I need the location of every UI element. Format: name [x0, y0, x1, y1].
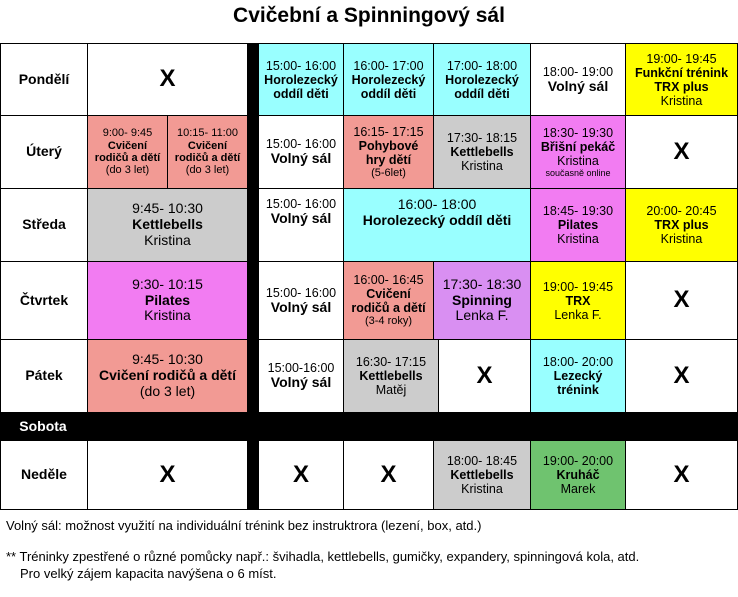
- class-cell: 18:45- 19:30 Pilates Kristina: [530, 188, 626, 262]
- class-cell: 20:00- 20:45 TRX plus Kristina: [625, 188, 738, 262]
- no-class-mark: X: [673, 460, 690, 488]
- class-cell: 9:30- 10:15 Pilates Kristina: [87, 261, 248, 340]
- class-cell: 9:00- 9:45 Cvičení rodičů a dětí (do 3 let): [87, 115, 168, 189]
- day-tuesday: Úterý: [0, 115, 88, 189]
- note-free-hall: Volný sál: možnost využití na individuál…: [6, 518, 482, 533]
- class-cell: 16:00- 18:00 Horolezecký oddíl děti: [343, 188, 531, 262]
- column-separator: [247, 43, 259, 412]
- class-cell: 17:30- 18:30 Spinning Lenka F.: [433, 261, 531, 340]
- class-cell: 15:00- 16:00 Volný sál: [258, 188, 344, 262]
- friday-empty: X: [438, 339, 531, 413]
- class-cell: 16:00- 16:45 Cvičení rodičů a dětí (3-4 rok…: [343, 261, 434, 340]
- no-class-mark: X: [292, 460, 309, 488]
- column-separator: [247, 440, 259, 510]
- class-cell: 15:00- 16:00 Horolezecký oddíl děti: [258, 43, 344, 116]
- sunday-empty: X: [258, 440, 344, 510]
- no-class-mark: X: [380, 460, 397, 488]
- no-class-mark: X: [159, 460, 176, 488]
- class-cell: 19:00- 19:45 Funkční trénink TRX plus Krist…: [625, 43, 738, 116]
- thursday-evening-empty: X: [625, 261, 738, 340]
- no-class-mark: X: [673, 286, 690, 314]
- saturday-band: [0, 412, 738, 441]
- page-title: Cvičební a Spinningový sál: [233, 4, 505, 27]
- note-equipment: ** Tréninky zpestřené o různé pomůcky na…: [6, 549, 640, 564]
- class-cell: 18:00- 20:00 Lezecký trénink: [530, 339, 626, 413]
- day-saturday: Sobota: [19, 418, 67, 434]
- class-cell: 17:30- 18:15 Kettlebells Kristina: [433, 115, 531, 189]
- no-class-mark: X: [673, 137, 690, 165]
- day-sunday: Neděle: [0, 440, 88, 510]
- class-cell: 9:45- 10:30 Cvičení rodičů a dětí (do 3 le…: [87, 339, 248, 413]
- no-class-mark: X: [159, 65, 176, 93]
- day-thursday: Čtvrtek: [0, 261, 88, 340]
- class-cell: 18:00- 18:45 Kettlebells Kristina: [433, 440, 531, 510]
- day-friday: Pátek: [0, 339, 88, 413]
- class-cell: 17:00- 18:00 Horolezecký oddíl děti: [433, 43, 531, 116]
- day-monday: Pondělí: [0, 43, 88, 116]
- tuesday-evening-empty: X: [625, 115, 738, 189]
- class-cell: 18:00- 19:00 Volný sál: [530, 43, 626, 116]
- class-cell: 16:30- 17:15 Kettlebells Matěj: [343, 339, 439, 413]
- class-cell: 9:45- 10:30 Kettlebells Kristina: [87, 188, 248, 262]
- class-cell: 15:00-16:00 Volný sál: [258, 339, 344, 413]
- class-cell: 16:00- 17:00 Horolezecký oddíl děti: [343, 43, 434, 116]
- class-cell: 19:00- 19:45 TRX Lenka F.: [530, 261, 626, 340]
- monday-morning-empty: X: [87, 43, 248, 116]
- no-class-mark: X: [476, 361, 493, 389]
- class-cell: 16:15- 17:15 Pohybové hry dětí (5-6let): [343, 115, 434, 189]
- schedule-grid: Pondělí X 15:00- 16:00 Horolezecký oddíl d…: [0, 43, 738, 510]
- class-cell: 15:00- 16:00 Volný sál: [258, 261, 344, 340]
- note-capacity: Pro velký zájem kapacita navýšena o 6 mí…: [20, 566, 277, 581]
- friday-evening-empty: X: [625, 339, 738, 413]
- day-wednesday: Středa: [0, 188, 88, 262]
- class-cell: 19:00- 20:00 Kruháč Marek: [530, 440, 626, 510]
- class-cell: 15:00- 16:00 Volný sál: [258, 115, 344, 189]
- sunday-morning-empty: X: [87, 440, 248, 510]
- sunday-empty: X: [343, 440, 434, 510]
- class-cell: 18:30- 19:30 Břišní pekáč Kristina současně…: [530, 115, 626, 189]
- class-cell: 10:15- 11:00 Cvičení rodičů a dětí (do 3 le…: [167, 115, 248, 189]
- sunday-evening-empty: X: [625, 440, 738, 510]
- no-class-mark: X: [673, 361, 690, 389]
